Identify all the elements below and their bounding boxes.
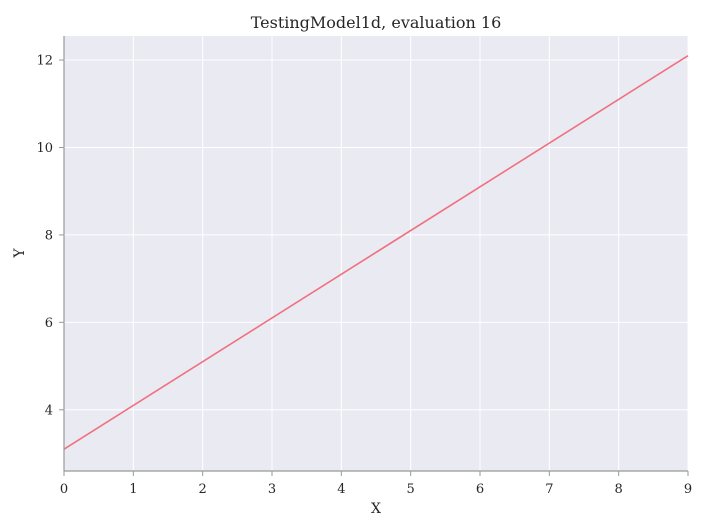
x-tick-label-1: 1 <box>129 482 137 497</box>
y-axis-ticks: 4 6 8 10 12 <box>36 54 64 418</box>
x-axis-ticks: 0 1 2 3 4 5 6 7 8 9 <box>60 471 692 497</box>
x-tick-label-9: 9 <box>684 482 692 497</box>
grid-lines <box>63 36 689 471</box>
plot-area <box>64 36 688 471</box>
x-tick-label-0: 0 <box>60 482 68 497</box>
series-layer <box>63 54 689 450</box>
x-tick-label-7: 7 <box>545 482 553 497</box>
x-tick-label-4: 4 <box>337 482 345 497</box>
x-tick-label-3: 3 <box>268 482 276 497</box>
y-tick-label-3: 10 <box>36 141 53 156</box>
x-tick-label-8: 8 <box>615 482 623 497</box>
y-tick-label-2: 8 <box>45 228 53 243</box>
x-tick-label-5: 5 <box>407 482 415 497</box>
chart-title: TestingModel1d, evaluation 16 <box>251 13 502 32</box>
x-tick-label-2: 2 <box>199 482 207 497</box>
y-tick-label-4: 12 <box>36 54 53 69</box>
series-line-0 <box>63 54 689 450</box>
x-tick-label-6: 6 <box>476 482 484 497</box>
y-tick-label-1: 6 <box>45 316 53 331</box>
y-tick-label-0: 4 <box>45 403 53 418</box>
x-axis-label: X <box>371 501 381 517</box>
y-axis-label: Y <box>12 248 28 259</box>
